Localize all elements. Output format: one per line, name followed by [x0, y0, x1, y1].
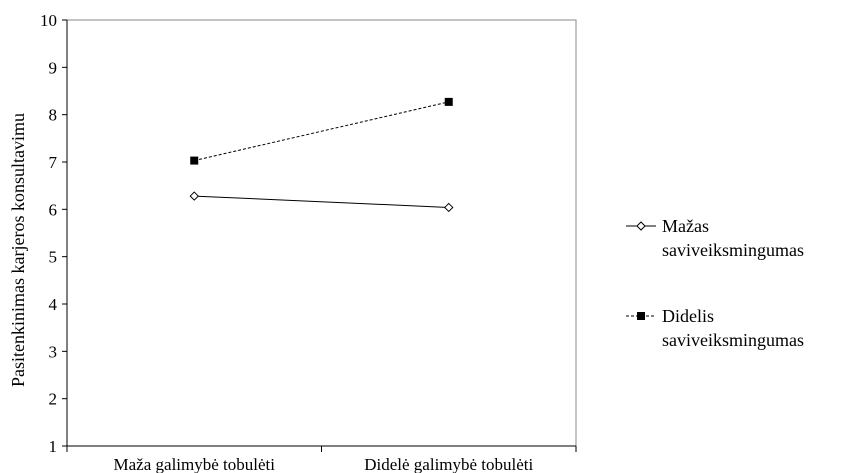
legend-marker [636, 221, 646, 231]
legend-label: Didelis [662, 306, 714, 326]
plot-border [66, 19, 577, 447]
data-point [444, 97, 453, 106]
y-tick-label: 6 [49, 200, 58, 219]
y-tick-label: 3 [49, 342, 58, 361]
data-point [190, 156, 199, 165]
y-tick-label: 5 [49, 248, 58, 267]
x-tick-label: Didelė galimybė tobulėti [364, 455, 533, 473]
series-1 [189, 191, 454, 213]
data-point [444, 202, 454, 213]
y-tick-label: 7 [49, 153, 58, 172]
series-2 [190, 97, 453, 165]
legend-item: Didelis saviveiksmingumas [626, 306, 804, 350]
legend: Mažas saviveiksmingumas Didelis saviveiksmi… [626, 216, 804, 350]
plot-frame [66, 19, 577, 447]
legend-label: saviveiksmingumas [662, 240, 804, 260]
series-layer [189, 97, 454, 213]
x-axis: Maža galimybė tobulėti Didelė galimybė to… [66, 445, 577, 473]
y-axis: 1 2 3 4 5 6 7 8 9 10 [40, 11, 68, 456]
legend-label: Mažas [662, 216, 709, 236]
legend-item: Mažas saviveiksmingumas [626, 216, 804, 260]
x-tick-label: Maža galimybė tobulėti [114, 455, 276, 473]
y-tick-label: 9 [49, 58, 58, 77]
y-tick-label: 4 [49, 295, 58, 314]
y-tick-label: 1 [49, 437, 58, 456]
y-tick-label: 8 [49, 106, 58, 125]
legend-label: saviveiksmingumas [662, 330, 804, 350]
legend-marker [637, 312, 645, 320]
y-tick-label: 2 [49, 390, 58, 409]
data-point [189, 191, 199, 201]
series-line [194, 101, 449, 162]
y-tick-label: 10 [40, 11, 57, 30]
y-axis-title: Pasitenkinimas karjeros konsultavimu [8, 113, 28, 387]
series-line [194, 195, 449, 208]
